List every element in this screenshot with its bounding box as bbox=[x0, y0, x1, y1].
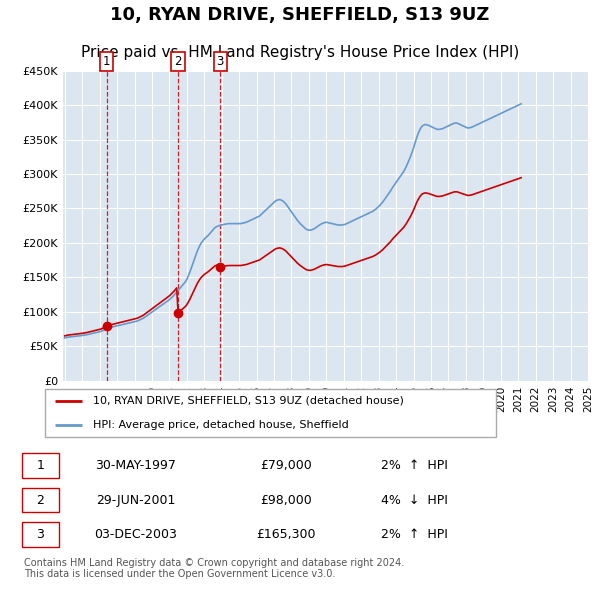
Text: £165,300: £165,300 bbox=[257, 528, 316, 541]
FancyBboxPatch shape bbox=[22, 523, 59, 546]
Text: 10, RYAN DRIVE, SHEFFIELD, S13 9UZ (detached house): 10, RYAN DRIVE, SHEFFIELD, S13 9UZ (deta… bbox=[93, 396, 404, 406]
Text: 2: 2 bbox=[174, 55, 182, 68]
Text: 1: 1 bbox=[37, 459, 44, 472]
FancyBboxPatch shape bbox=[22, 454, 59, 477]
Text: 2%  ↑  HPI: 2% ↑ HPI bbox=[381, 459, 448, 472]
Text: 2%  ↑  HPI: 2% ↑ HPI bbox=[381, 528, 448, 541]
Text: 03-DEC-2003: 03-DEC-2003 bbox=[94, 528, 177, 541]
FancyBboxPatch shape bbox=[44, 389, 496, 437]
Text: 2: 2 bbox=[37, 493, 44, 507]
Text: £79,000: £79,000 bbox=[260, 459, 312, 472]
Text: 10, RYAN DRIVE, SHEFFIELD, S13 9UZ: 10, RYAN DRIVE, SHEFFIELD, S13 9UZ bbox=[110, 6, 490, 24]
Text: 4%  ↓  HPI: 4% ↓ HPI bbox=[381, 493, 448, 507]
Text: Contains HM Land Registry data © Crown copyright and database right 2024.
This d: Contains HM Land Registry data © Crown c… bbox=[24, 558, 404, 579]
Text: 3: 3 bbox=[37, 528, 44, 541]
Text: HPI: Average price, detached house, Sheffield: HPI: Average price, detached house, Shef… bbox=[93, 420, 349, 430]
Text: 3: 3 bbox=[217, 55, 224, 68]
FancyBboxPatch shape bbox=[22, 488, 59, 512]
Text: Price paid vs. HM Land Registry's House Price Index (HPI): Price paid vs. HM Land Registry's House … bbox=[81, 45, 519, 60]
Text: 1: 1 bbox=[103, 55, 110, 68]
Text: 29-JUN-2001: 29-JUN-2001 bbox=[96, 493, 175, 507]
Text: 30-MAY-1997: 30-MAY-1997 bbox=[95, 459, 176, 472]
Text: £98,000: £98,000 bbox=[260, 493, 312, 507]
